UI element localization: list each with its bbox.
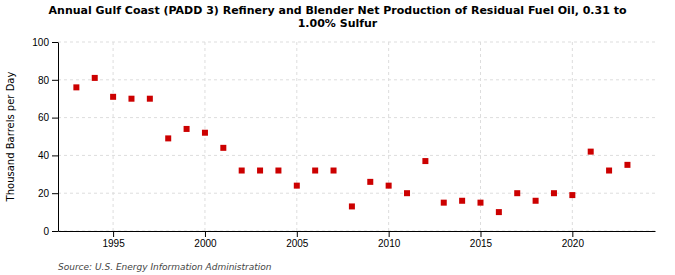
x-tick-mark	[113, 231, 114, 237]
title-line: Annual Gulf Coast (PADD 3) Refinery and …	[49, 4, 627, 17]
chart: Annual Gulf Coast (PADD 3) Refinery and …	[0, 0, 675, 275]
point	[257, 168, 263, 174]
x-tick-label: 2010	[378, 238, 401, 249]
y-tick: 60	[38, 112, 58, 123]
x-tick: 2015	[470, 231, 493, 249]
grid-line-y	[58, 193, 655, 194]
point	[128, 96, 134, 102]
point	[239, 168, 245, 174]
x-tick: 2000	[194, 231, 217, 249]
x-tick-label: 1995	[102, 238, 125, 249]
point	[165, 135, 171, 141]
grid-line-y	[58, 155, 655, 156]
x-tick-label: 2005	[286, 238, 309, 249]
point	[533, 198, 539, 204]
x-tick-mark	[389, 231, 390, 237]
point	[110, 94, 116, 100]
y-tick-mark	[52, 80, 58, 81]
point	[404, 190, 410, 196]
x-axis: 1995 2000 2005 2010 2015 2020	[59, 231, 656, 249]
grid-line-y	[58, 79, 655, 80]
y-tick: 40	[38, 150, 58, 161]
point	[422, 158, 428, 164]
point	[459, 198, 465, 204]
x-tick-label: 2000	[194, 238, 217, 249]
y-axis-title: Thousand Barrels per Day	[5, 72, 16, 203]
x-tick-mark	[480, 231, 481, 237]
y-tick-label: 0	[43, 226, 49, 237]
point	[386, 183, 392, 189]
grid-line-x	[204, 42, 205, 231]
point	[367, 179, 373, 185]
x-tick-label: 2015	[470, 238, 493, 249]
y-tick-mark	[52, 155, 58, 156]
x-axis-line	[59, 231, 656, 232]
point	[275, 168, 281, 174]
x-tick: 2005	[286, 231, 309, 249]
x-tick-mark	[572, 231, 573, 237]
plot: 1995 2000 2005 2010 2015 2020 0 20 40 60 80 100	[32, 37, 655, 249]
y-tick-label: 20	[38, 188, 50, 199]
point	[184, 126, 190, 132]
grid-line-y	[58, 42, 655, 43]
grid-line-x	[113, 42, 114, 231]
grid-line-y	[58, 117, 655, 118]
grid-line-x	[388, 42, 389, 231]
point	[496, 209, 502, 215]
y-tick-mark	[52, 231, 58, 232]
grid-line-x	[296, 42, 297, 231]
point	[73, 84, 79, 90]
points	[73, 75, 630, 215]
y-tick-mark	[52, 118, 58, 119]
x-tick-mark	[297, 231, 298, 237]
y-tick: 20	[38, 188, 58, 199]
y-axis-line	[58, 43, 59, 232]
point	[551, 190, 557, 196]
y-axis: 0 20 40 60 80 100	[32, 37, 58, 237]
x-tick: 2010	[378, 231, 401, 249]
point	[477, 200, 483, 206]
x-tick-mark	[205, 231, 206, 237]
x-tick: 2020	[562, 231, 585, 249]
point	[349, 203, 355, 209]
title: Annual Gulf Coast (PADD 3) Refinery and …	[49, 4, 627, 30]
point	[294, 183, 300, 189]
point	[331, 168, 337, 174]
y-tick-label: 100	[32, 37, 49, 48]
point	[441, 200, 447, 206]
point	[569, 192, 575, 198]
x-tick: 1995	[102, 231, 125, 249]
point	[147, 96, 153, 102]
y-tick-label: 80	[38, 75, 50, 86]
grid-line-x	[572, 42, 573, 231]
y-tick-mark	[52, 42, 58, 43]
point	[624, 162, 630, 168]
point	[312, 168, 318, 174]
y-tick: 0	[43, 226, 58, 237]
y-tick-mark	[52, 193, 58, 194]
point	[202, 130, 208, 136]
grid	[58, 42, 655, 231]
point	[606, 168, 612, 174]
title-line: 1.00% Sulfur	[298, 17, 378, 30]
source: Source: U.S. Energy Information Administ…	[58, 262, 272, 272]
grid-line-y	[58, 231, 655, 232]
y-tick-label: 40	[38, 150, 50, 161]
y-tick: 80	[38, 75, 58, 86]
point	[514, 190, 520, 196]
y-tick: 100	[32, 37, 58, 48]
point	[220, 145, 226, 151]
y-tick-label: 60	[38, 112, 50, 123]
point	[588, 149, 594, 155]
x-tick-label: 2020	[562, 238, 585, 249]
point	[92, 75, 98, 81]
